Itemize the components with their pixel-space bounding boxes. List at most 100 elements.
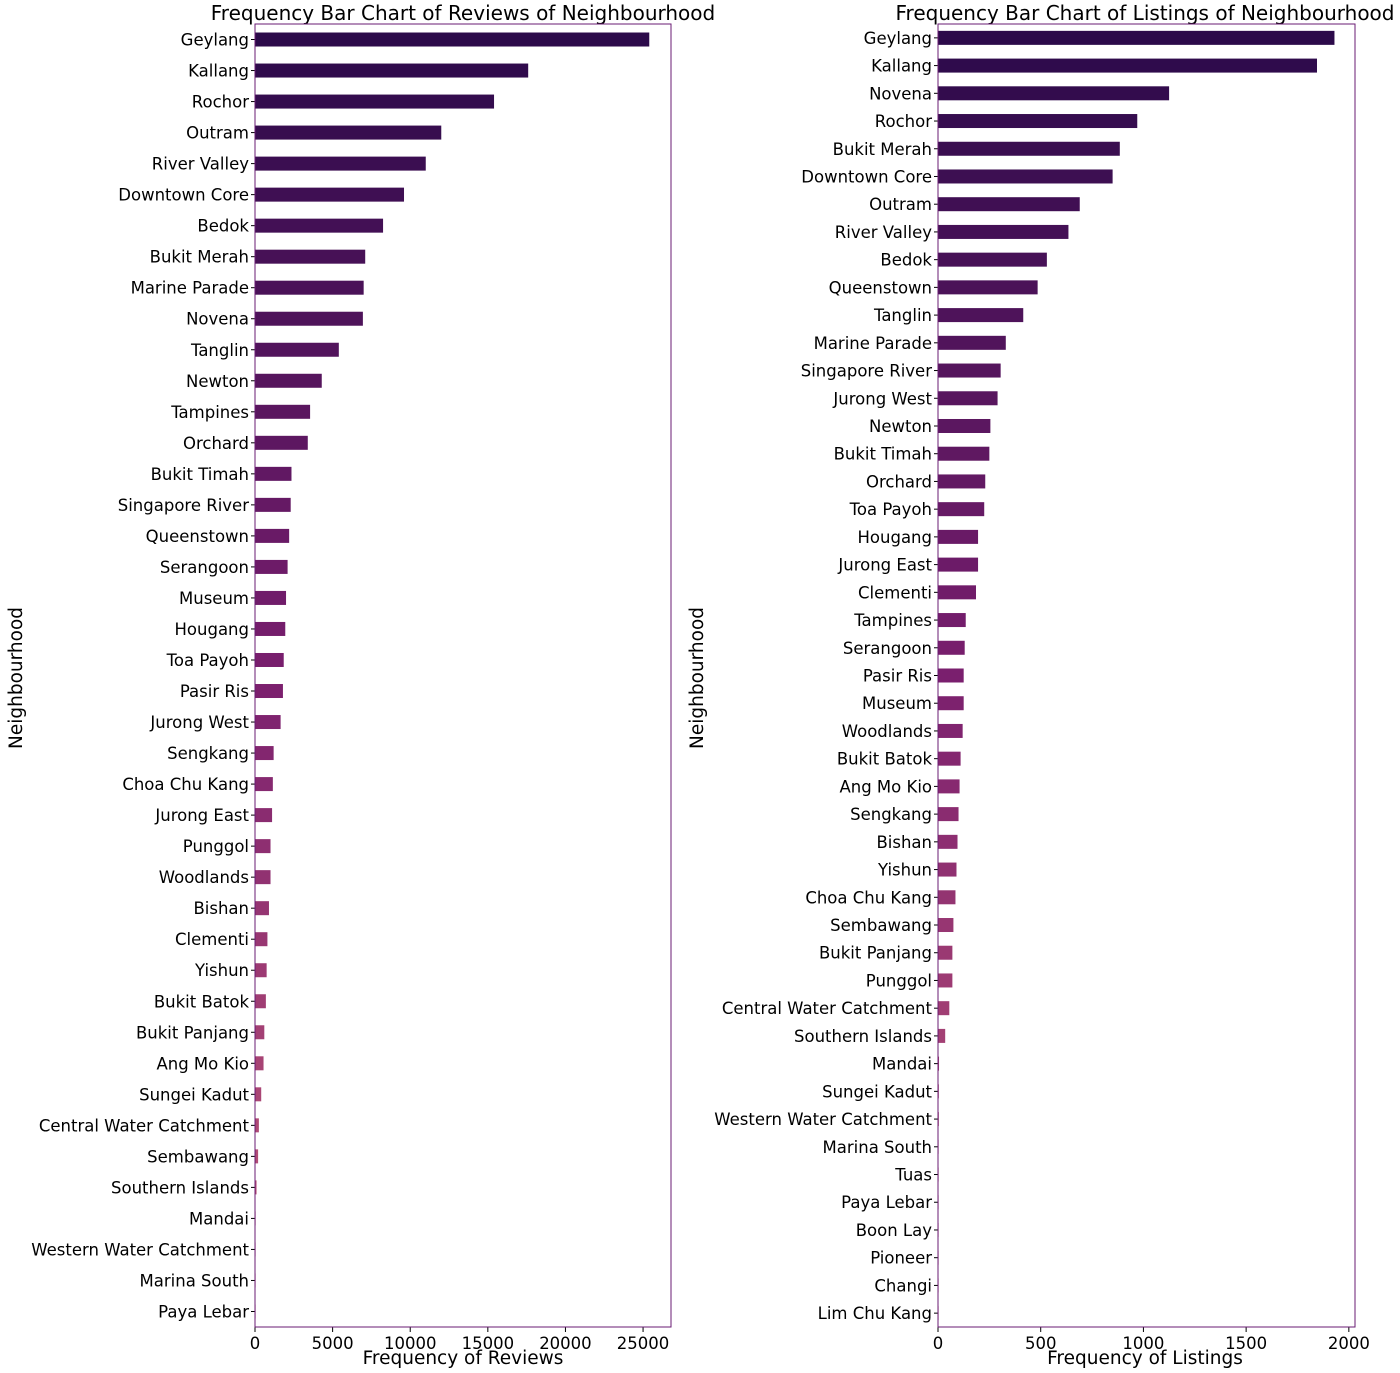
category-label: Bukit Panjang [136, 1023, 249, 1042]
category-label: Sungei Kadut [139, 1085, 249, 1104]
listings-chart-xlabel: Frequency of Listings [1047, 1348, 1243, 1369]
bar-yishun [255, 963, 267, 978]
category-label: Jurong West [149, 713, 249, 732]
category-label: Tampines [853, 611, 932, 630]
bar-central-water-catchment [255, 1118, 259, 1133]
category-label: River Valley [835, 223, 932, 242]
bar-bukit-merah [938, 141, 1120, 156]
bar-sembawang [255, 1149, 259, 1164]
category-label: Bedok [880, 251, 932, 270]
reviews-chart-title: Frequency Bar Chart of Reviews of Neighb… [211, 1, 715, 25]
category-label: Orchard [866, 472, 932, 491]
category-label: Newton [186, 372, 249, 391]
bar-outram [938, 197, 1080, 212]
bar-outram [255, 125, 442, 140]
category-label: Jurong West [832, 389, 932, 408]
category-label: Sungei Kadut [822, 1082, 932, 1101]
bar-jurong-west [255, 715, 281, 730]
bar-rochor [255, 94, 495, 109]
category-label: Tanglin [873, 306, 932, 325]
reviews-bars [255, 32, 650, 1319]
category-label: Woodlands [159, 868, 249, 887]
bar-marine-parade [255, 280, 364, 295]
bar-river-valley [938, 224, 1069, 239]
category-label: Hougang [175, 620, 249, 639]
category-label: Western Water Catchment [714, 1110, 932, 1129]
x-tick-label: 1000 [1122, 1334, 1164, 1353]
category-label: Central Water Catchment [39, 1116, 250, 1135]
x-tick-label: 10000 [384, 1334, 437, 1353]
bar-geylang [938, 30, 1335, 45]
bar-sengkang [255, 746, 274, 761]
bar-newton [938, 418, 991, 433]
category-label: Pioneer [870, 1249, 932, 1268]
category-label: Rochor [875, 112, 932, 131]
listings-chart-title: Frequency Bar Chart of Listings of Neigh… [895, 1, 1394, 25]
listings-chart-ylabel: Neighbourhood [687, 607, 708, 749]
category-label: Sengkang [167, 744, 249, 763]
category-label: Rochor [192, 93, 249, 112]
category-label: Newton [869, 417, 932, 436]
category-label: Outram [186, 124, 249, 143]
bar-southern-islands [938, 1028, 946, 1043]
category-label: Paya Lebar [158, 1302, 249, 1321]
category-label: Southern Islands [111, 1178, 249, 1197]
bar-kallang [938, 58, 1317, 73]
x-tick-label: 500 [1025, 1334, 1057, 1353]
listings-x-ticks: 0 500 1000 1500 2000 [933, 1327, 1370, 1353]
category-label: Marina South [823, 1138, 932, 1157]
x-tick-label: 0 [933, 1334, 944, 1353]
bar-yishun [938, 862, 957, 877]
category-label: Toa Payoh [849, 500, 932, 519]
reviews-chart-ylabel: Neighbourhood [6, 607, 27, 749]
bar-bukit-merah [255, 249, 366, 264]
bar-serangoon [938, 640, 965, 655]
category-label: Serangoon [160, 558, 249, 577]
category-label: Downtown Core [118, 186, 249, 205]
category-label: Lim Chu Kang [818, 1304, 932, 1323]
bar-queenstown [255, 528, 290, 543]
bar-bukit-batok [938, 751, 961, 766]
x-tick-label: 15000 [462, 1334, 515, 1353]
bar-bukit-batok [255, 994, 266, 1009]
category-label: Marina South [140, 1271, 249, 1290]
bar-ang-mo-kio [255, 1056, 264, 1071]
category-label: Central Water Catchment [722, 999, 933, 1018]
category-label: Toa Payoh [166, 651, 249, 670]
category-label: Bishan [193, 899, 249, 918]
category-label: Outram [869, 195, 932, 214]
bar-toa-payoh [255, 652, 284, 667]
category-label: Pasir Ris [180, 682, 249, 701]
category-label: Downtown Core [801, 167, 932, 186]
category-label: Sembawang [830, 916, 932, 935]
x-tick-label: 5000 [312, 1334, 354, 1353]
category-label: Bukit Batok [837, 750, 933, 769]
category-label: Yishun [194, 961, 249, 980]
bar-queenstown [938, 280, 1038, 295]
category-label: Marine Parade [131, 279, 249, 298]
bar-tanglin [255, 342, 339, 357]
bar-hougang [938, 529, 979, 544]
listings-plot-frame [937, 23, 1356, 1328]
bar-central-water-catchment [938, 1001, 950, 1016]
category-label: Orchard [183, 434, 249, 453]
category-label: Novena [869, 84, 932, 103]
listings-category-labels: Geylang Kallang Novena Rochor Bukit Merah Dow… [714, 29, 938, 1323]
x-tick-label: 0 [250, 1334, 261, 1353]
bar-museum [255, 590, 287, 605]
bar-punggol [255, 839, 271, 854]
bar-choa-chu-kang [255, 777, 273, 792]
category-label: Queenstown [146, 527, 249, 546]
x-tick-label: 1500 [1225, 1334, 1267, 1353]
bar-woodlands [938, 723, 963, 738]
bar-woodlands [255, 870, 271, 885]
x-tick-label: 25000 [617, 1334, 670, 1353]
bar-clementi [938, 585, 976, 600]
category-label: Singapore River [801, 362, 932, 381]
bar-jurong-east [938, 557, 979, 572]
category-label: Tampines [170, 403, 249, 422]
category-label: Geylang [864, 29, 932, 48]
bar-ang-mo-kio [938, 779, 960, 794]
category-label: Western Water Catchment [31, 1240, 249, 1259]
category-label: Bukit Panjang [819, 944, 932, 963]
